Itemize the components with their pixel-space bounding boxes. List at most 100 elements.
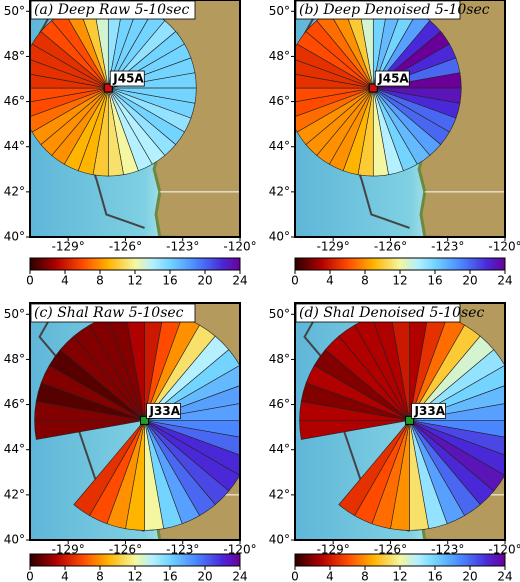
lon-tick-label: -123° xyxy=(431,543,464,557)
wedge xyxy=(30,59,109,89)
lon-tick-label: -123° xyxy=(166,240,199,254)
lat-tick-label: 40° xyxy=(269,533,290,547)
colorbar-tick-label: 0 xyxy=(26,274,34,288)
lat-tick-label: 50° xyxy=(269,307,290,321)
colorbar-tick-label: 4 xyxy=(61,274,69,288)
wedge xyxy=(295,87,374,117)
lat-tick-label: 48° xyxy=(4,49,25,63)
lat-tick-label: 42° xyxy=(4,487,25,501)
lat-tick-label: 40° xyxy=(4,533,25,547)
wedge xyxy=(73,420,145,517)
colorbar xyxy=(29,553,241,567)
lon-tick-label: -123° xyxy=(166,543,199,557)
lon-tick-label: -120° xyxy=(488,543,520,557)
colorbar-tick-label: 8 xyxy=(361,570,369,582)
lat-tick-label: 50° xyxy=(4,307,25,321)
lat-tick-label: 42° xyxy=(4,184,25,198)
colorbar-tick-label: 16 xyxy=(427,274,442,288)
title-box xyxy=(295,0,461,20)
title-box xyxy=(30,303,196,323)
lat-tick-label: 44° xyxy=(269,139,290,153)
lon-tick-label: -126° xyxy=(374,240,407,254)
colorbar-tick-label: 20 xyxy=(462,570,477,582)
lat-tick-label: 46° xyxy=(4,397,25,411)
panel-title: (c) Shal Raw 5-10sec xyxy=(34,305,184,321)
station-label: J33A xyxy=(149,404,181,418)
lat-tick-label: 48° xyxy=(4,352,25,366)
colorbar xyxy=(294,257,506,271)
title-box xyxy=(295,303,461,323)
title-box xyxy=(30,0,196,20)
lon-tick-label: -123° xyxy=(431,240,464,254)
map: J33A xyxy=(295,303,505,540)
station-marker xyxy=(140,415,150,425)
station-label-box xyxy=(109,70,145,87)
station-label: J45A xyxy=(112,72,144,86)
colorbar-tick-label: 20 xyxy=(462,274,477,288)
colorbar-tick-label: 12 xyxy=(127,570,142,582)
colorbar-tick-label: 8 xyxy=(361,274,369,288)
wedge xyxy=(30,87,109,103)
map: J45A xyxy=(295,0,505,237)
lat-tick-label: 46° xyxy=(269,94,290,108)
lon-tick-label: -120° xyxy=(488,240,520,254)
colorbar-tick-label: 24 xyxy=(497,570,512,582)
map-frame xyxy=(29,302,241,541)
wedge xyxy=(295,87,374,103)
panel-title: (b) Deep Denoised 5-10sec xyxy=(299,2,490,18)
lat-tick-label: 46° xyxy=(269,397,290,411)
station-marker xyxy=(405,415,415,425)
wedge xyxy=(30,73,109,89)
lat-tick-label: 50° xyxy=(269,4,290,18)
lat-tick-label: 44° xyxy=(4,442,25,456)
colorbar-tick-label: 12 xyxy=(392,274,407,288)
colorbar-tick-label: 0 xyxy=(26,570,34,582)
station-label: J45A xyxy=(377,72,409,86)
map-frame xyxy=(294,302,506,541)
lat-tick-label: 48° xyxy=(269,352,290,366)
station-label-box xyxy=(374,70,410,87)
wedge xyxy=(144,403,240,421)
wedge xyxy=(295,87,374,133)
lat-tick-label: 50° xyxy=(4,4,25,18)
lat-tick-label: 40° xyxy=(4,230,25,244)
wedge xyxy=(295,59,374,89)
colorbar-tick-label: 4 xyxy=(61,570,69,582)
lon-tick-label: -129° xyxy=(317,543,350,557)
colorbar-tick-label: 4 xyxy=(326,570,334,582)
station-label: J33A xyxy=(414,404,446,418)
wedge xyxy=(409,403,505,421)
colorbar-tick-label: 16 xyxy=(427,570,442,582)
colorbar-tick-label: 16 xyxy=(162,274,177,288)
wedge xyxy=(30,87,109,117)
wedge xyxy=(144,385,240,421)
lon-tick-label: -126° xyxy=(374,543,407,557)
lat-tick-label: 40° xyxy=(269,230,290,244)
colorbar-tick-label: 16 xyxy=(162,570,177,582)
wedge xyxy=(30,87,109,133)
lat-tick-label: 46° xyxy=(4,94,25,108)
station-label-box xyxy=(411,402,446,419)
station-marker xyxy=(368,83,378,93)
lat-tick-label: 42° xyxy=(269,487,290,501)
colorbar-tick-label: 24 xyxy=(232,274,247,288)
wedge xyxy=(295,73,374,89)
lon-tick-label: -129° xyxy=(52,543,85,557)
station-marker xyxy=(103,83,113,93)
wedge xyxy=(338,420,410,517)
lon-tick-label: -120° xyxy=(223,543,256,557)
colorbar-tick-label: 0 xyxy=(291,570,299,582)
map-frame xyxy=(294,0,506,238)
colorbar-tick-label: 0 xyxy=(291,274,299,288)
lat-tick-label: 48° xyxy=(269,49,290,63)
lon-tick-label: -126° xyxy=(109,240,142,254)
station-label-box xyxy=(146,402,181,419)
colorbar-tick-label: 4 xyxy=(326,274,334,288)
colorbar-tick-label: 8 xyxy=(96,274,104,288)
map-frame xyxy=(29,0,241,238)
colorbar xyxy=(29,257,241,271)
map: J45A xyxy=(30,0,240,237)
colorbar-tick-label: 12 xyxy=(127,274,142,288)
lon-tick-label: -120° xyxy=(223,240,256,254)
